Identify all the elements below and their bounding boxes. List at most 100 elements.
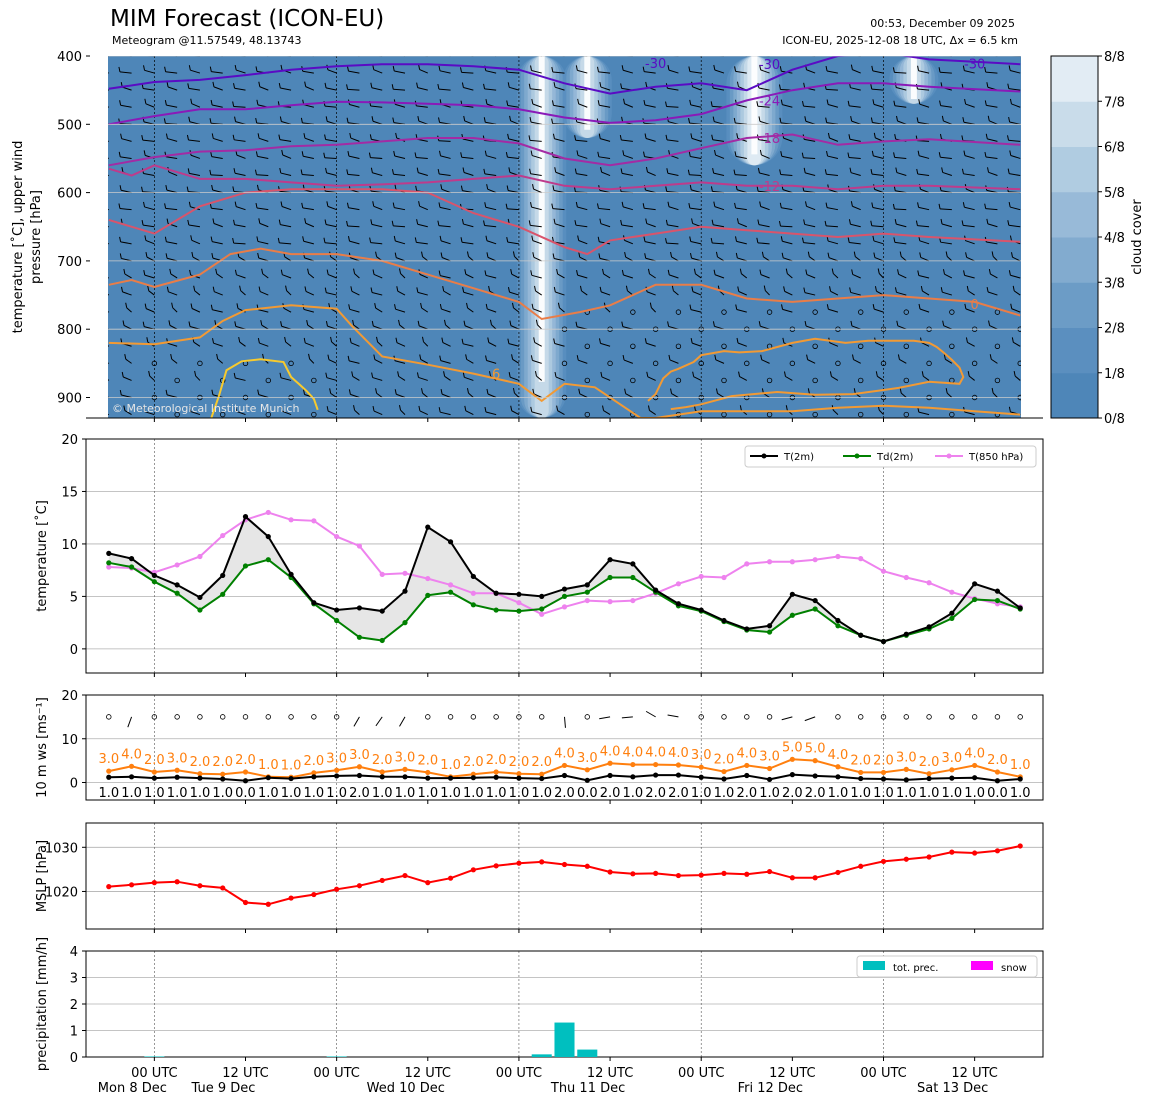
wind-barb-flag <box>574 220 577 226</box>
wind-barb <box>897 325 907 330</box>
series-t850hpa-point <box>379 571 385 577</box>
wind-barb <box>123 376 132 381</box>
y-tick-label: 15 <box>61 485 78 500</box>
series-mean-wind-point <box>447 775 454 781</box>
wind-barb-flag <box>778 220 781 227</box>
wind-barb <box>513 307 520 313</box>
series-mean-wind-point <box>994 778 1001 784</box>
wind-barb-flag <box>534 285 537 292</box>
wind-barb-flag <box>119 236 122 242</box>
wind-barb <box>557 273 565 279</box>
wind-barb <box>699 56 702 57</box>
wind-barb <box>191 239 201 245</box>
series-t2m-point <box>858 632 864 638</box>
wind-barb-flag <box>693 268 696 274</box>
wind-barb-flag <box>211 389 214 395</box>
wind-barb-flag <box>190 235 193 241</box>
gust-data-label: 5.0 <box>805 742 826 757</box>
wind-barb <box>236 69 246 74</box>
wind-barb <box>713 172 725 177</box>
wind-barb <box>918 206 930 211</box>
wind-barb <box>690 241 702 245</box>
wind-data-label: 1.0 <box>531 786 552 801</box>
wind-barb-flag <box>122 320 125 326</box>
wind-barb-flag <box>894 134 897 140</box>
wind-barb-flag <box>644 133 647 139</box>
wind-barb-flag <box>170 353 173 360</box>
wind-barb <box>579 256 588 262</box>
wind-barb <box>894 241 907 245</box>
wind-barb-flag <box>849 49 850 54</box>
wind-barb <box>600 342 611 347</box>
wind-barb <box>761 359 770 364</box>
wind-barb <box>758 139 770 142</box>
calm-wind-circle <box>949 714 955 720</box>
gust-data-label: 1.0 <box>281 758 302 773</box>
wind-barb-flag <box>779 169 782 175</box>
series-gust-point <box>721 768 727 775</box>
wind-barb-flag <box>622 354 625 361</box>
series-t2m-point <box>242 514 249 520</box>
series-mslp-point <box>607 869 613 875</box>
wind-barb-flag <box>991 387 994 394</box>
wind-barb <box>286 290 292 296</box>
calm-wind-circle <box>151 714 158 720</box>
wind-barb <box>806 274 816 279</box>
wind-barb <box>973 56 975 57</box>
series-gust-point <box>880 769 887 776</box>
wind-barb-flag <box>599 49 600 54</box>
wind-barb <box>621 224 633 228</box>
wind-barb <box>193 341 201 347</box>
wind-barb <box>126 307 132 313</box>
wind-barb <box>238 256 246 262</box>
wind-barb-flag <box>257 252 260 259</box>
series-gust-point <box>151 769 157 775</box>
y-tick-label: 1020 <box>45 885 78 900</box>
calm-wind-circle <box>721 714 727 720</box>
wind-barb-flag <box>483 220 486 226</box>
wind-barb <box>577 154 588 159</box>
wind-barb <box>666 106 679 108</box>
wind-barb <box>234 172 246 177</box>
wind-barb <box>485 411 497 416</box>
wind-barb-flag <box>212 218 215 224</box>
series-mean-wind-point <box>288 775 294 782</box>
calm-wind-circle <box>812 377 818 384</box>
series-mean-wind-point <box>242 778 249 784</box>
series-t850hpa-point <box>903 574 909 581</box>
wind-barb <box>783 137 793 142</box>
legend-box <box>744 445 1037 468</box>
wind-barb <box>236 274 246 279</box>
wind-barb <box>919 103 930 108</box>
wind-barb <box>896 87 907 91</box>
wind-barb <box>144 69 155 74</box>
series-mslp-point <box>994 848 1001 854</box>
series-t2m-point <box>516 591 522 597</box>
wind-barb <box>760 69 770 74</box>
wind-barb-flag <box>300 117 303 123</box>
wind-barb-flag <box>463 320 466 326</box>
wind-barb-flag <box>256 184 259 190</box>
wind-barb-flag <box>239 285 242 291</box>
y-tick-label: 0 <box>70 777 78 792</box>
wind-barb <box>396 257 406 262</box>
wind-barb-flag <box>916 168 919 175</box>
wind-barb-flag <box>96 84 97 89</box>
series-t2m-point <box>174 582 180 588</box>
wind-data-label: 1.0 <box>1010 786 1031 801</box>
wind-barb <box>714 206 725 211</box>
wind-barb-flag <box>441 337 444 343</box>
wind-barb-flag <box>168 320 171 326</box>
wind-barb-flag <box>166 81 169 88</box>
wind-data-label: 1.0 <box>463 786 484 801</box>
wind-barb <box>761 154 770 159</box>
wind-data-label: 1.0 <box>304 786 325 801</box>
series-mean-wind-point <box>151 775 157 781</box>
wind-barb-flag <box>1010 303 1013 309</box>
gust-data-label: 2.0 <box>987 753 1008 768</box>
wind-barb-flag <box>551 100 554 106</box>
colorbar-segment <box>1051 146 1098 193</box>
wind-barb-flag <box>986 82 989 88</box>
wind-barb <box>577 69 588 74</box>
series-gust-point <box>812 758 818 764</box>
